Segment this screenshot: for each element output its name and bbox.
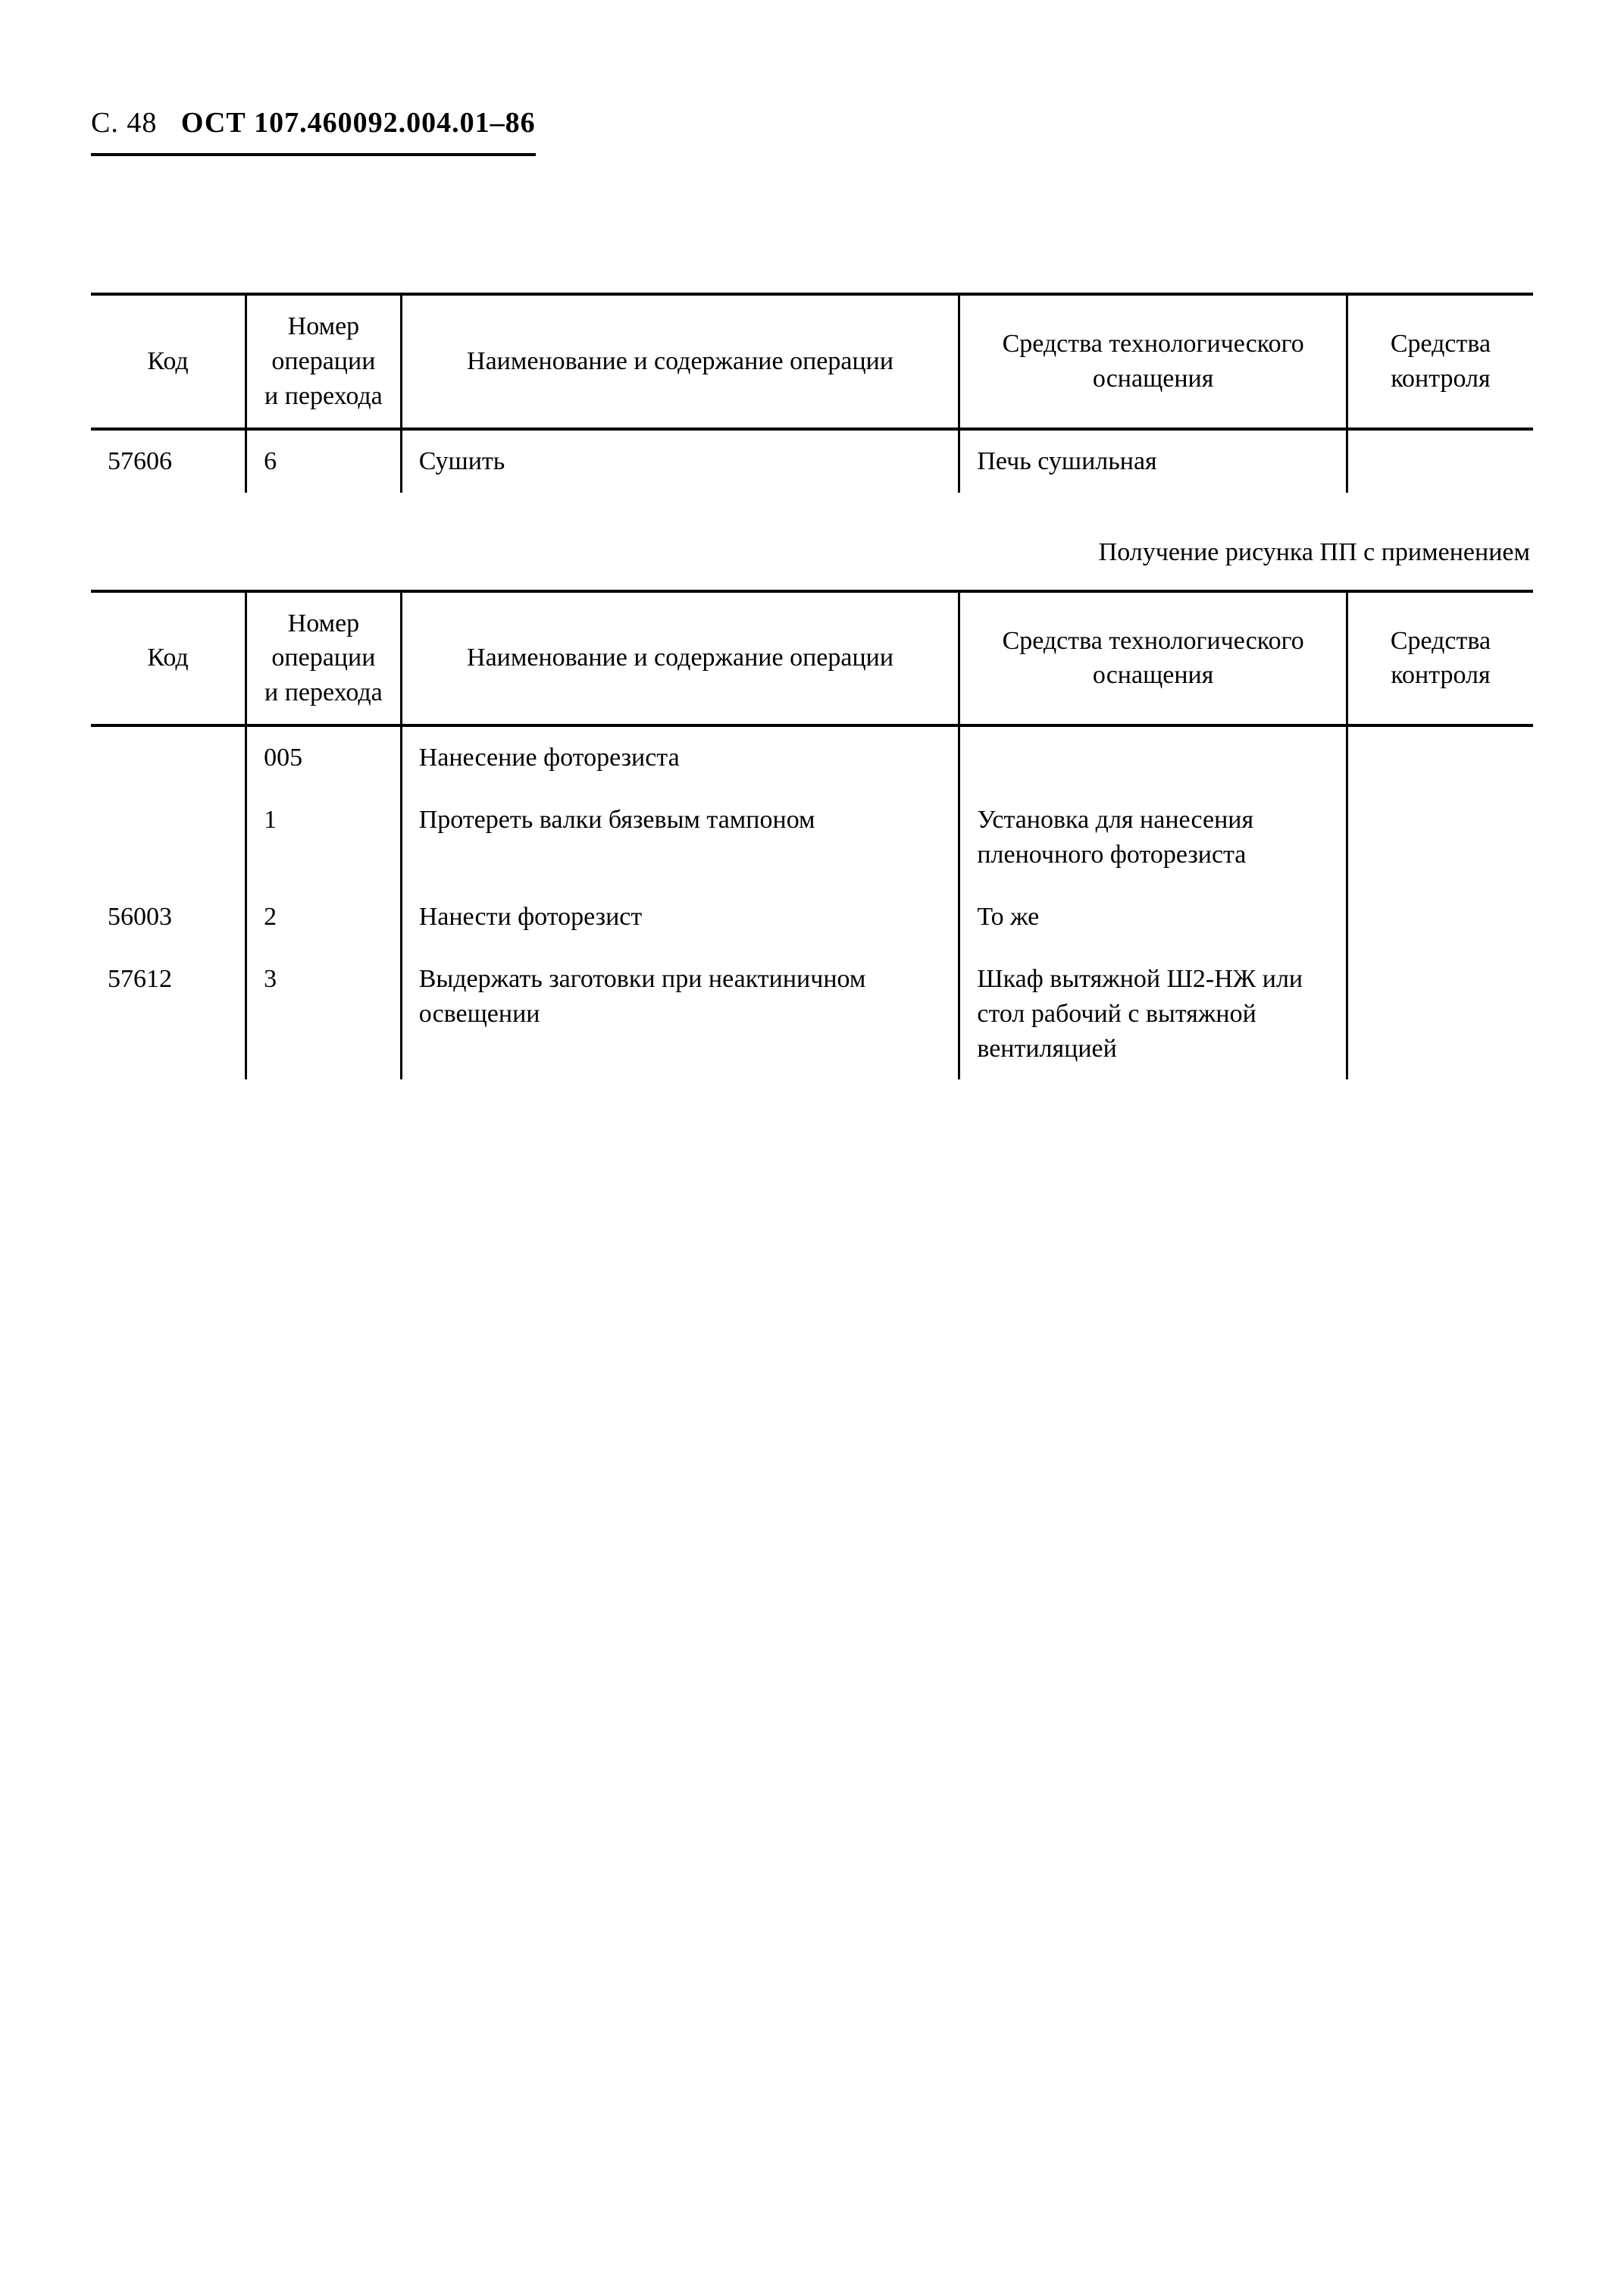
cell-name: Протереть валки бязевым тампоном [401, 789, 959, 886]
document-header: С. 48 ОСТ 107.460092.004.01–86 [91, 106, 536, 156]
col-header-step: Номер операции и пере­хода [246, 591, 402, 726]
table-row: 1 Протереть валки бязевым тампоном Устан… [91, 789, 1533, 886]
cell-name: Сушить [401, 429, 959, 493]
cell-name: Нанести фоторезист [401, 886, 959, 948]
col-header-name: Наименование и содержание операции [401, 294, 959, 429]
col-header-equip: Средства технологического оснащения [959, 591, 1347, 726]
operations-table-2: Код Номер операции и пере­хода Наименова… [91, 590, 1533, 1080]
table-row: 56003 2 Нанести фоторезист То же [91, 886, 1533, 948]
col-header-ctrl: Средства контроля [1347, 294, 1533, 429]
cell-equip: Шкаф вытяжной Ш2-НЖ или стол рабочий с в… [959, 948, 1347, 1080]
cell-ctrl [1347, 429, 1533, 493]
cell-step: 005 [246, 725, 402, 789]
col-header-ctrl: Средства контроля [1347, 591, 1533, 726]
cell-ctrl [1347, 886, 1533, 948]
cell-equip: Печь сушильная [959, 429, 1347, 493]
col-header-code: Код [91, 591, 246, 726]
table-row: 57612 3 Выдержать заготовки при неактини… [91, 948, 1533, 1080]
cell-equip [959, 725, 1347, 789]
cell-name: Выдержать заготовки при неактиничном осв… [401, 948, 959, 1080]
col-header-code: Код [91, 294, 246, 429]
section-caption: Получение рисунка ПП с применением [91, 538, 1533, 567]
col-header-name: Наименование и содержание операции [401, 591, 959, 726]
cell-code: 57612 [91, 948, 246, 1080]
cell-code: 56003 [91, 886, 246, 948]
operations-table-1: Код Номер операции и пере­хода Наименова… [91, 293, 1533, 493]
table-row: 005 Нанесение фоторезиста [91, 725, 1533, 789]
cell-code: 57606 [91, 429, 246, 493]
cell-ctrl [1347, 725, 1533, 789]
standard-code: ОСТ 107.460092.004.01–86 [181, 107, 536, 139]
cell-equip: То же [959, 886, 1347, 948]
cell-code [91, 725, 246, 789]
cell-step: 2 [246, 886, 402, 948]
table-header-row: Код Номер операции и пере­хода Наименова… [91, 591, 1533, 726]
page-number: С. 48 [91, 107, 157, 139]
cell-equip: Установка для нане­сения пленочного фото… [959, 789, 1347, 886]
cell-code [91, 789, 246, 886]
col-header-equip: Средства технологического оснащения [959, 294, 1347, 429]
cell-name: Нанесение фоторезиста [401, 725, 959, 789]
cell-ctrl [1347, 948, 1533, 1080]
page: С. 48 ОСТ 107.460092.004.01–86 Код Номер… [0, 0, 1624, 1186]
cell-step: 6 [246, 429, 402, 493]
col-header-step: Номер операции и пере­хода [246, 294, 402, 429]
table-header-row: Код Номер операции и пере­хода Наименова… [91, 294, 1533, 429]
cell-step: 3 [246, 948, 402, 1080]
cell-step: 1 [246, 789, 402, 886]
table-row: 57606 6 Сушить Печь сушильная [91, 429, 1533, 493]
cell-ctrl [1347, 789, 1533, 886]
vertical-spacer [91, 156, 1533, 293]
